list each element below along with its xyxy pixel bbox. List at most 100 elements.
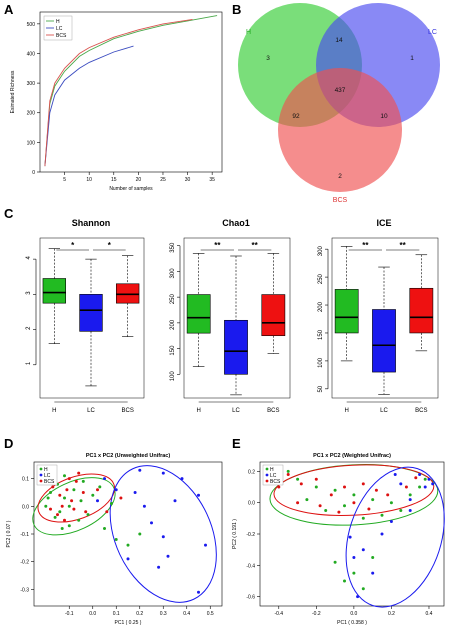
point-bcs: [72, 507, 76, 511]
confidence-ellipse-bcs: [273, 464, 435, 516]
significance-label: *: [71, 241, 75, 250]
boxplot-title-chao1: Chao1: [222, 218, 250, 228]
x-tick-label: H: [196, 408, 200, 414]
point-lc: [371, 571, 375, 575]
point-bcs: [119, 496, 123, 500]
legend-label-lc: LC: [270, 473, 277, 479]
point-h: [333, 560, 337, 564]
chart-title: PC1 x PC2 (Weighted Unifrac): [313, 453, 391, 459]
point-lc: [352, 556, 356, 559]
box-h: [334, 289, 359, 334]
plot-frame: [39, 11, 223, 173]
point-h: [305, 498, 309, 502]
point-bcs: [49, 507, 52, 511]
point-lc: [133, 491, 137, 494]
point-lc: [431, 482, 435, 486]
y-tick-label: -0.3: [20, 587, 29, 593]
y-tick-label: 0.1: [22, 477, 29, 483]
y-tick-label: -0.2: [246, 532, 255, 538]
point-lc: [96, 499, 99, 503]
x-axis-label: PC1 ( 0.25 ): [115, 620, 142, 626]
point-h: [352, 493, 356, 497]
plot-frame: [183, 237, 291, 399]
venn-count-all: 437: [335, 87, 346, 94]
point-lc: [423, 485, 427, 489]
point-h: [324, 509, 328, 512]
y-tick-label: 250: [170, 293, 176, 304]
point-lc: [356, 595, 360, 599]
point-bcs: [56, 513, 59, 517]
point-bcs: [361, 482, 365, 486]
panel-letter-a: A: [4, 2, 14, 17]
x-tick-label: 0.0: [89, 611, 96, 617]
point-lc: [204, 543, 207, 547]
point-h: [138, 532, 142, 536]
significance-label: **: [362, 241, 369, 250]
venn-count-h-only: 3: [266, 55, 270, 62]
panel-letter-b: B: [232, 2, 241, 17]
point-bcs: [96, 488, 99, 492]
point-bcs: [386, 493, 390, 497]
point-bcs: [367, 507, 371, 511]
x-tick-label: 0.0: [350, 611, 357, 617]
box-lc: [79, 294, 103, 332]
point-h: [399, 509, 403, 512]
venn-count-h-lc: 14: [335, 37, 343, 44]
point-h: [371, 556, 375, 559]
venn-count-h-bcs: 92: [292, 113, 300, 120]
x-tick-label: -0.2: [312, 611, 321, 617]
point-lc: [126, 557, 130, 561]
point-h: [361, 587, 365, 591]
boxplot-title-ice: ICE: [376, 218, 391, 228]
y-tick-label: -0.4: [246, 563, 255, 569]
x-axis-label: Number of samples: [109, 186, 153, 192]
y-tick-label: -0.1: [20, 532, 29, 538]
x-tick-label: LC: [87, 408, 95, 414]
point-lc: [103, 477, 106, 481]
point-h: [103, 527, 106, 530]
box-h: [42, 278, 67, 304]
point-lc: [161, 471, 165, 475]
x-tick-label: H: [344, 408, 348, 414]
point-lc: [408, 498, 412, 502]
boxplot-title-shannon: Shannon: [72, 218, 111, 228]
y-tick-label: 200: [27, 111, 36, 117]
venn-set-label-h: H: [246, 29, 251, 36]
point-bcs: [63, 518, 66, 522]
x-tick-label: 30: [185, 177, 191, 183]
significance-label: **: [214, 241, 221, 250]
box-bcs: [261, 294, 286, 337]
y-tick-label: 150: [170, 345, 176, 356]
y-tick-label: 100: [170, 371, 176, 382]
x-tick-label: 25: [160, 177, 166, 183]
chart-title: PC1 x PC2 (Unweighted Unifrac): [86, 453, 171, 459]
y-tick-label: 100: [318, 357, 324, 368]
x-tick-label: BCS: [415, 408, 427, 414]
x-tick-label: 20: [136, 177, 142, 183]
point-bcs: [374, 488, 378, 492]
plot-frame: [33, 461, 223, 607]
point-bcs: [74, 479, 78, 483]
point-bcs: [286, 473, 290, 476]
venn-circle-bcs: [278, 68, 402, 192]
point-lc: [166, 554, 170, 558]
point-lc: [393, 473, 397, 476]
x-tick-label: 0.3: [160, 611, 167, 617]
point-h: [72, 488, 76, 492]
venn-count-lc-only: 1: [410, 55, 414, 62]
pcoa-weighted-chart: PC1 x PC2 (Weighted Unifrac) -0.4 -0.2 0.0 0…: [232, 453, 445, 626]
legend-label-h: H: [56, 19, 60, 25]
legend-label-lc: LC: [56, 26, 63, 32]
significance-label: *: [108, 241, 112, 250]
legend-marker-h: [39, 467, 43, 471]
y-tick-label: 300: [318, 246, 324, 257]
plot-frame: [331, 237, 439, 399]
point-h: [114, 538, 118, 541]
legend-marker-lc: [265, 473, 269, 477]
x-tick-label: BCS: [267, 408, 279, 414]
point-h: [343, 579, 346, 583]
legend-marker-bcs: [39, 479, 43, 483]
point-lc: [197, 590, 200, 594]
